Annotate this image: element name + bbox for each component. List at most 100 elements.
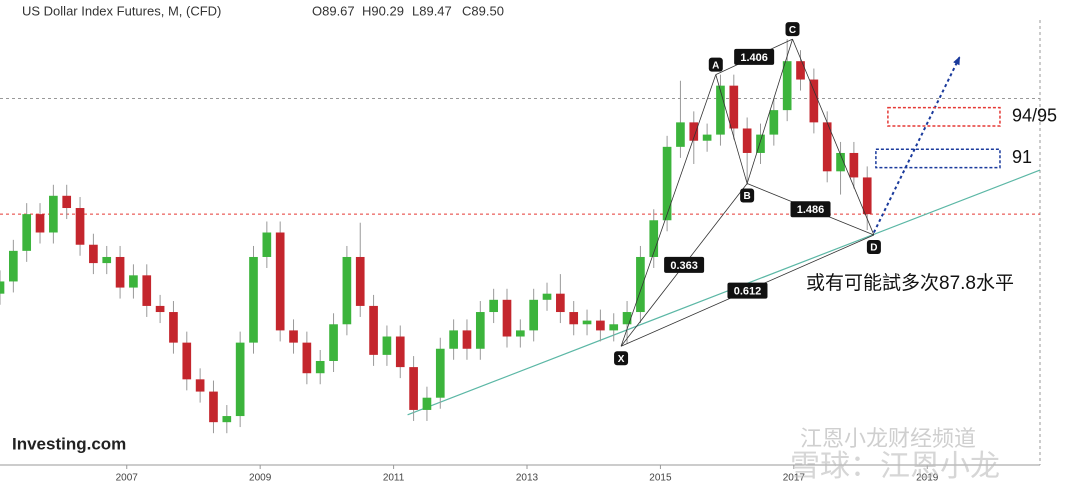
pattern-label: X xyxy=(618,354,625,365)
candle-body xyxy=(155,305,165,313)
ratio-badge xyxy=(734,48,775,65)
x-tick-label: 2019 xyxy=(916,473,939,484)
ratio-label: 1.406 xyxy=(740,52,768,64)
candle-body xyxy=(395,336,405,368)
candle-body xyxy=(35,214,45,233)
candle-body xyxy=(222,416,232,423)
plot: 2007 2009 2011 2013 2015 2017 2019 0.363 1.406 1.… xyxy=(0,22,1057,484)
candle-body xyxy=(462,330,472,349)
pattern-point xyxy=(740,188,755,203)
pattern-point xyxy=(614,351,629,366)
candle-body xyxy=(676,122,685,147)
ratio-label: 0.363 xyxy=(670,260,698,272)
pattern-leg xyxy=(746,39,793,184)
pattern-point xyxy=(785,22,800,37)
candle-body xyxy=(662,146,672,221)
candle-body xyxy=(22,214,32,251)
candle-body xyxy=(142,275,152,306)
candle-body xyxy=(0,281,5,294)
candle-body xyxy=(9,250,18,282)
zone-label: 94/95 xyxy=(1012,106,1057,126)
ratio-badge xyxy=(664,256,705,273)
pattern-label: D xyxy=(870,243,877,254)
candle-body xyxy=(782,61,792,111)
candle-body xyxy=(422,397,432,410)
trendline xyxy=(407,169,1041,416)
candle-body xyxy=(262,232,272,257)
candle-body xyxy=(649,220,659,257)
ratio-badge xyxy=(727,282,768,299)
candle-body xyxy=(89,244,98,264)
pattern-leg xyxy=(715,74,748,184)
ohlc-value: O89.67 xyxy=(312,3,355,18)
target-zone xyxy=(887,106,1001,127)
candle-body xyxy=(449,330,458,349)
pattern-label: B xyxy=(744,191,751,202)
candle-body xyxy=(249,256,258,343)
candle-body xyxy=(115,256,125,288)
candle-body xyxy=(702,134,712,141)
arrow-head xyxy=(953,56,960,66)
candle-body xyxy=(182,342,192,380)
zone-label: 91 xyxy=(1012,147,1032,167)
candle-body xyxy=(435,348,445,398)
candle-body xyxy=(382,336,392,355)
x-tick-label: 2007 xyxy=(116,473,139,484)
candle-body xyxy=(742,128,752,153)
candle-body xyxy=(729,85,739,129)
candle-body xyxy=(809,79,819,123)
candle-body xyxy=(822,122,832,172)
candle-body xyxy=(315,360,325,374)
candle-body xyxy=(75,208,85,245)
candle-body xyxy=(289,330,298,343)
ohlc-header: O89.67 H90.29 L89.47 C89.50 xyxy=(312,3,504,18)
candle-body xyxy=(102,256,112,264)
candle-body xyxy=(836,152,845,172)
candle-body xyxy=(275,232,285,331)
annotation: 或有可能試多次87.8水平 xyxy=(806,272,1014,294)
candle-body xyxy=(609,324,619,331)
candle-body xyxy=(636,256,645,313)
pattern-point xyxy=(866,239,881,254)
candle-body xyxy=(62,195,72,209)
pattern-label: C xyxy=(789,25,796,36)
candle-body xyxy=(542,293,552,300)
candle-body xyxy=(409,367,418,410)
candle-body xyxy=(355,256,365,306)
projection-arrow xyxy=(872,55,961,233)
candle-body xyxy=(849,152,859,178)
x-tick-label: 2009 xyxy=(249,473,272,484)
ratio-badge xyxy=(790,201,831,218)
pattern-point xyxy=(708,57,723,72)
candle-body xyxy=(756,134,765,153)
candle-body xyxy=(129,275,138,288)
candle-body xyxy=(796,61,805,80)
ratio-label: 1.486 xyxy=(797,204,825,216)
candle-body xyxy=(489,299,498,313)
ohlc-value: H90.29 xyxy=(362,3,404,18)
x-tick-label: 2017 xyxy=(783,473,806,484)
candle-body xyxy=(862,177,872,215)
candle-body xyxy=(235,342,245,417)
ohlc-value: C89.50 xyxy=(462,3,504,18)
candle-body xyxy=(769,110,779,135)
candle-body xyxy=(569,312,579,325)
x-tick-label: 2011 xyxy=(383,473,405,484)
watermark: 雪球：江恩小龙 xyxy=(790,450,1000,483)
candle-body xyxy=(622,312,632,325)
logo: Investing.com xyxy=(12,434,126,453)
ratio-label: 0.612 xyxy=(734,286,762,298)
pattern-label: A xyxy=(712,60,719,71)
candle-body xyxy=(49,195,58,233)
candle-body xyxy=(582,320,592,325)
candle-body xyxy=(716,85,725,135)
target-zone xyxy=(875,148,1001,169)
candle-body xyxy=(502,299,512,337)
watermark: 江恩小龙财经频道 xyxy=(800,426,976,451)
candle-body xyxy=(596,320,605,331)
candle-body xyxy=(329,324,338,361)
candle-body xyxy=(475,312,485,349)
chart-title: US Dollar Index Futures, M, (CFD) xyxy=(22,3,221,18)
